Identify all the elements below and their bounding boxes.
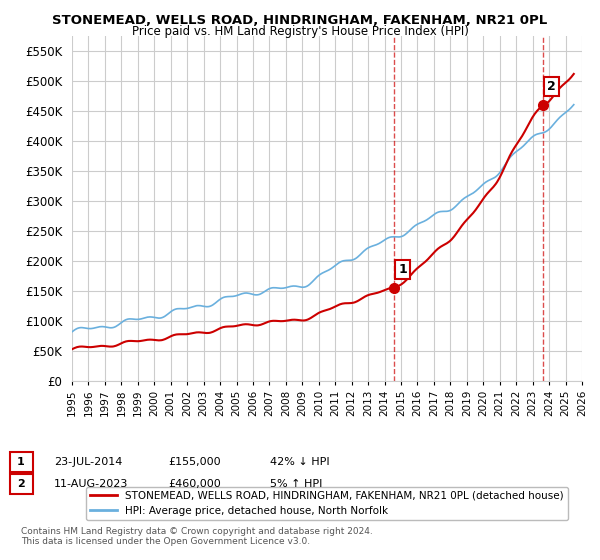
Text: 23-JUL-2014: 23-JUL-2014 <box>54 457 122 467</box>
Text: 11-AUG-2023: 11-AUG-2023 <box>54 479 128 489</box>
Text: Contains HM Land Registry data © Crown copyright and database right 2024.
This d: Contains HM Land Registry data © Crown c… <box>21 526 373 546</box>
Text: 2: 2 <box>547 80 556 94</box>
Text: 5% ↑ HPI: 5% ↑ HPI <box>270 479 322 489</box>
Text: 42% ↓ HPI: 42% ↓ HPI <box>270 457 329 467</box>
Text: 1: 1 <box>17 457 25 467</box>
Text: 2: 2 <box>17 479 25 489</box>
Text: STONEMEAD, WELLS ROAD, HINDRINGHAM, FAKENHAM, NR21 0PL: STONEMEAD, WELLS ROAD, HINDRINGHAM, FAKE… <box>52 14 548 27</box>
Legend: STONEMEAD, WELLS ROAD, HINDRINGHAM, FAKENHAM, NR21 0PL (detached house), HPI: Av: STONEMEAD, WELLS ROAD, HINDRINGHAM, FAKE… <box>86 487 568 520</box>
Text: £460,000: £460,000 <box>168 479 221 489</box>
Text: Price paid vs. HM Land Registry's House Price Index (HPI): Price paid vs. HM Land Registry's House … <box>131 25 469 38</box>
Text: 1: 1 <box>398 263 407 276</box>
Text: £155,000: £155,000 <box>168 457 221 467</box>
